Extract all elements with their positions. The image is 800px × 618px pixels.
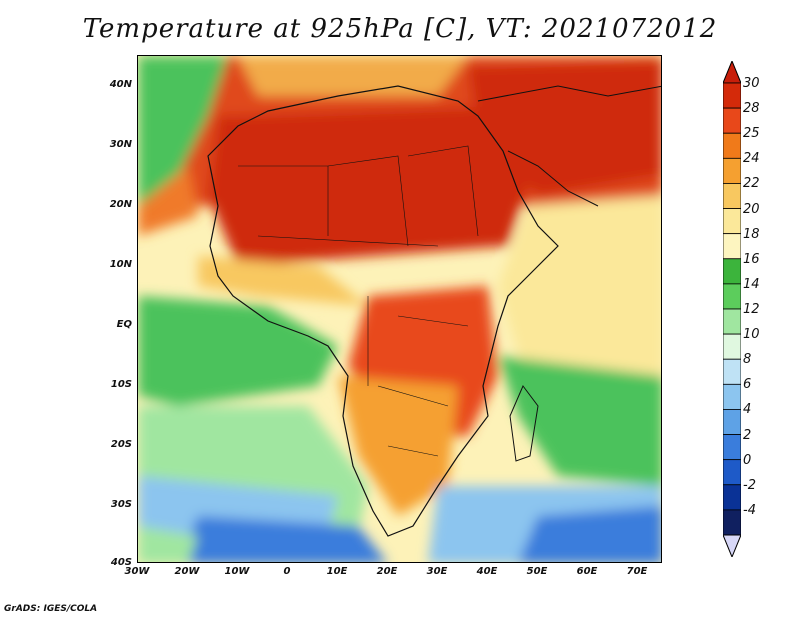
colorbar-swatch	[723, 459, 741, 486]
colorbar-label: -2	[743, 477, 756, 493]
colorbar-label: 8	[743, 352, 752, 368]
colorbar-swatch	[723, 484, 741, 511]
lon-label-40e: 40E	[476, 566, 498, 577]
lon-label-60e: 60E	[576, 566, 598, 577]
colorbar-label: 30	[743, 76, 760, 91]
colorbar-swatch	[723, 434, 741, 461]
lat-label-40n: 40N	[109, 79, 132, 90]
colorbar-swatch	[723, 509, 741, 536]
lat-label-10n: 10N	[109, 259, 132, 270]
lon-label-20w: 20W	[174, 566, 200, 577]
colorbar-swatch	[723, 333, 741, 360]
colorbar-label: 25	[743, 126, 760, 142]
lat-label-40s: 40S	[110, 557, 132, 568]
colorbar-swatch	[723, 258, 741, 285]
colorbar	[723, 61, 741, 557]
colorbar-swatch	[723, 82, 741, 109]
colorbar-swatch	[723, 183, 741, 209]
lon-label-0: 0	[283, 566, 291, 577]
colorbar-label: 22	[743, 176, 760, 192]
lon-label-30e: 30E	[426, 566, 448, 577]
lat-label-20s: 20S	[110, 439, 132, 450]
lat-label-30n: 30N	[109, 139, 132, 150]
arabia-outline	[507, 150, 599, 207]
colorbar-label: 14	[743, 276, 760, 292]
lon-label-10w: 10W	[224, 566, 250, 577]
colorbar-swatch	[723, 107, 741, 134]
colorbar-label: 28	[743, 101, 760, 117]
lon-label-20e: 20E	[376, 566, 398, 577]
mideast-outline	[477, 85, 661, 102]
colorbar-label: 24	[743, 151, 760, 167]
lat-label-30s: 30S	[110, 499, 132, 510]
colorbar-bottom-arrow	[723, 534, 741, 557]
country-borders	[238, 145, 479, 457]
colorbar-swatch	[723, 233, 741, 260]
lon-label-10e: 10E	[326, 566, 348, 577]
colorbar-label: 16	[743, 251, 760, 267]
lon-label-30w: 30W	[124, 566, 150, 577]
colorbar-swatch	[723, 358, 741, 385]
colorbar-swatch	[723, 157, 741, 184]
lat-label-20n: 20N	[109, 199, 132, 210]
madagascar-outline	[509, 385, 539, 462]
colorbar-swatch	[723, 132, 741, 159]
colorbar-swatch	[723, 409, 741, 435]
africa-outline	[207, 85, 559, 537]
map-title: Temperature at 925hPa [C], VT: 202107201…	[82, 14, 718, 44]
colorbar-label: 18	[743, 226, 760, 242]
colorbar-swatch	[723, 283, 741, 310]
colorbar-swatches	[723, 82, 741, 536]
map-field	[138, 56, 661, 562]
lat-label-eq: EQ	[116, 319, 132, 330]
colorbar-label: 20	[743, 201, 760, 217]
lon-label-70e: 70E	[626, 566, 648, 577]
colorbar-label: 12	[743, 302, 760, 317]
lat-label-10s: 10S	[110, 379, 132, 390]
colorbar-label: -4	[743, 502, 756, 518]
colorbar-label: 0	[743, 452, 752, 468]
colorbar-label: 6	[743, 377, 752, 393]
credit-text: GrADS: IGES/COLA	[4, 604, 98, 614]
colorbar-label: 2	[743, 427, 752, 443]
lon-label-50e: 50E	[526, 566, 548, 577]
colorbar-label: 4	[743, 402, 752, 418]
colorbar-swatch	[723, 208, 741, 235]
temperature-map	[137, 55, 662, 563]
colorbar-label: 10	[743, 327, 760, 343]
colorbar-swatch	[723, 308, 741, 335]
colorbar-swatch	[723, 383, 741, 410]
colorbar-top-arrow	[723, 61, 741, 84]
